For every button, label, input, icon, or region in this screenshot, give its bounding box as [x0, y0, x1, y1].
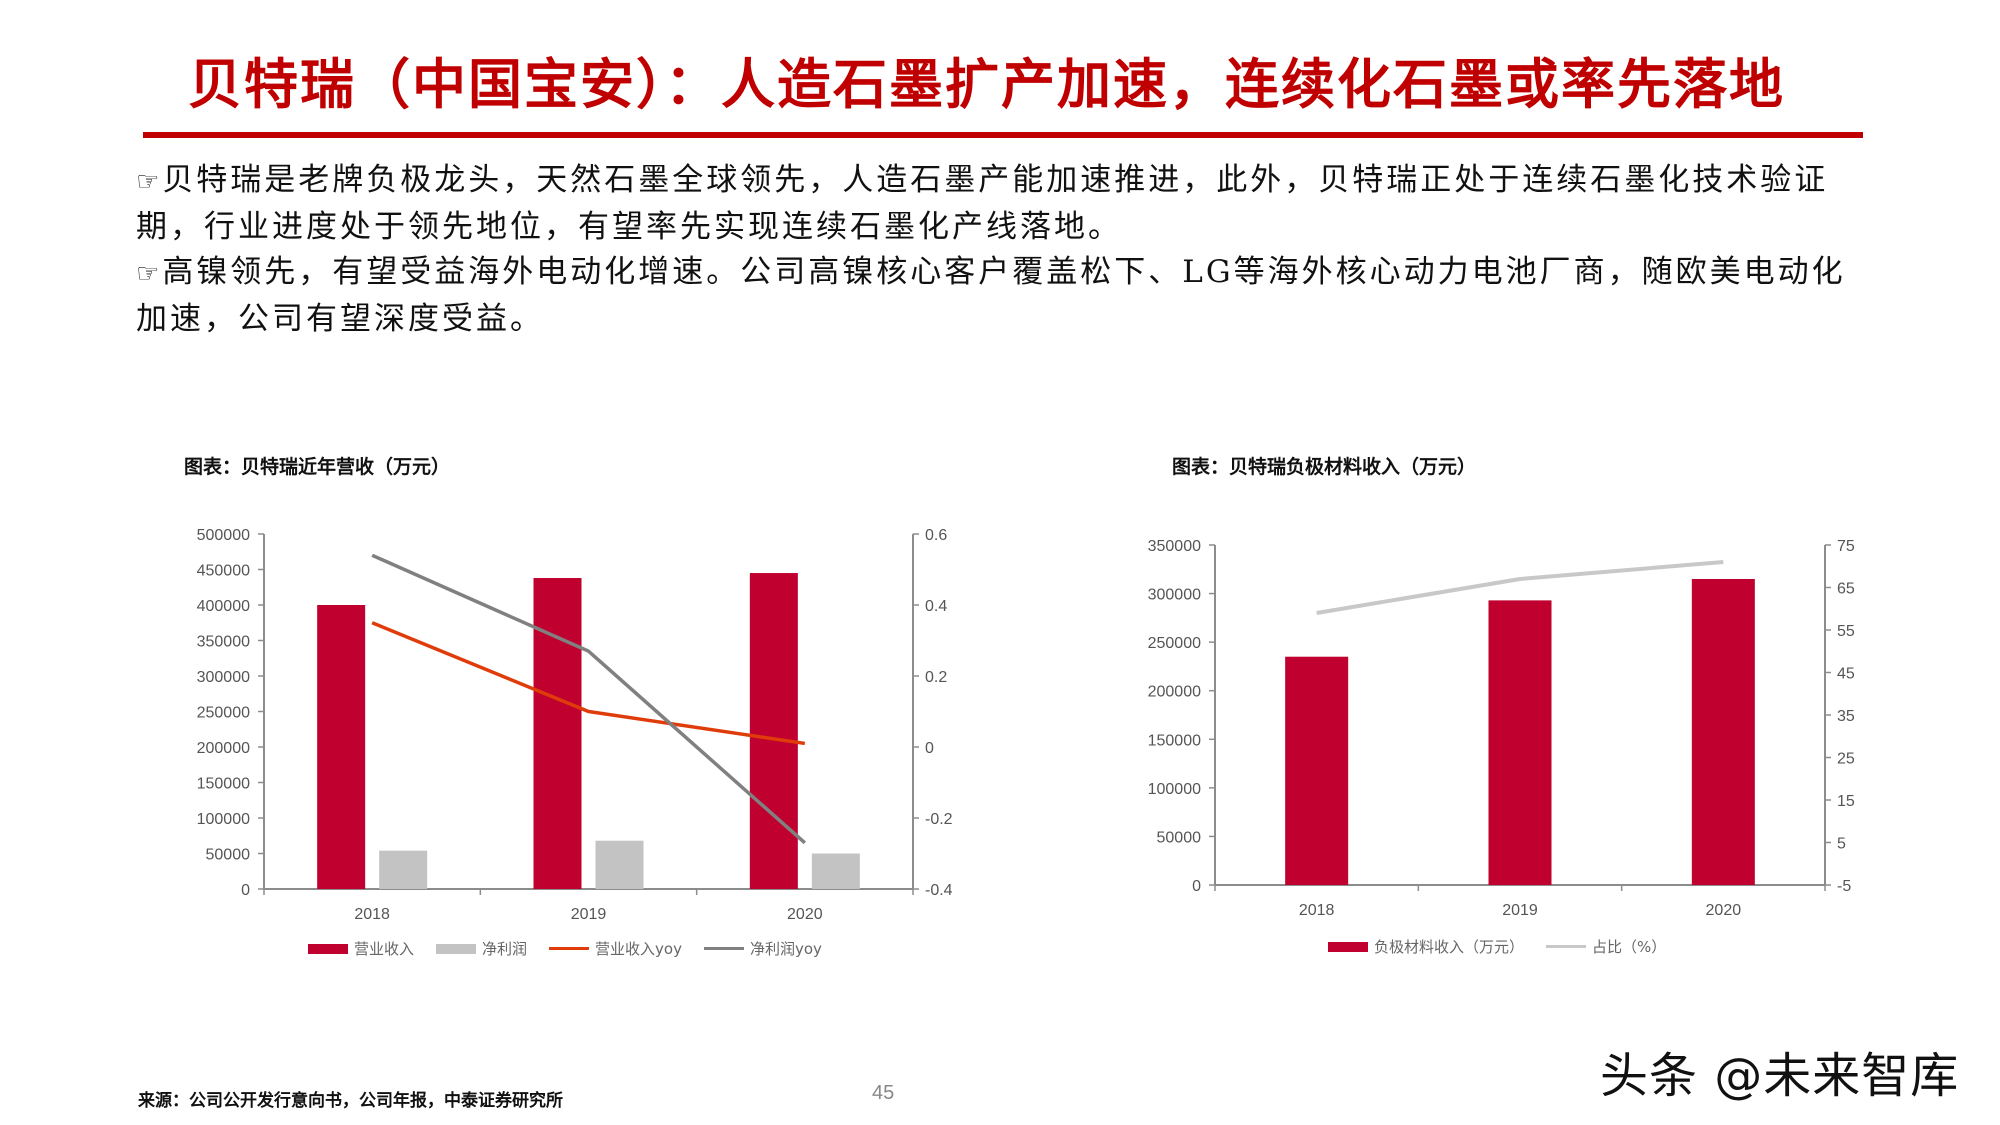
title-divider — [143, 132, 1863, 138]
svg-text:35: 35 — [1837, 708, 1855, 725]
svg-text:2020: 2020 — [787, 906, 823, 923]
svg-text:150000: 150000 — [197, 776, 250, 793]
svg-text:-0.2: -0.2 — [925, 811, 953, 828]
svg-text:0.4: 0.4 — [925, 598, 947, 615]
svg-text:0: 0 — [1192, 878, 1201, 895]
svg-text:0.6: 0.6 — [925, 527, 947, 544]
svg-text:300000: 300000 — [1148, 587, 1201, 604]
svg-text:55: 55 — [1837, 623, 1855, 640]
watermark: 头条 @未来智库 — [1600, 1048, 1960, 1104]
legend-item: 营业收入 — [308, 938, 414, 959]
source-note: 来源：公司公开发行意向书，公司年报，中泰证券研究所 — [138, 1091, 563, 1111]
legend-line-swatch — [703, 947, 744, 950]
legend-item: 净利润 — [436, 938, 527, 959]
page-title: 贝特瑞（中国宝安）：人造石墨扩产加速，连续化石墨或率先落地 — [188, 52, 1785, 116]
legend-label: 负极材料收入（万元） — [1374, 938, 1525, 956]
svg-text:400000: 400000 — [197, 598, 250, 615]
legend-line-swatch — [549, 947, 590, 950]
page-number: 45 — [872, 1082, 895, 1104]
pointing-hand-icon: ☞ — [136, 259, 163, 289]
svg-text:450000: 450000 — [197, 563, 250, 580]
svg-text:2018: 2018 — [354, 906, 390, 923]
svg-text:2018: 2018 — [1299, 902, 1335, 919]
svg-text:50000: 50000 — [1157, 829, 1202, 846]
anode-revenue-chart: 0 50000 100000 150000 200000 250000 300000 3500… — [1148, 538, 1855, 919]
legend-item: 净利润yoy — [703, 938, 822, 959]
legend-bar-swatch — [1328, 941, 1368, 952]
svg-text:150000: 150000 — [1148, 732, 1201, 749]
pointing-hand-icon: ☞ — [136, 167, 163, 197]
bullet-item: ☞贝特瑞是老牌负极龙头，天然石墨全球领先，人造石墨产能加速推进，此外，贝特瑞正处… — [136, 158, 1876, 250]
svg-text:350000: 350000 — [197, 634, 250, 651]
svg-text:2019: 2019 — [571, 906, 607, 923]
legend-item: 负极材料收入（万元） — [1328, 936, 1524, 957]
svg-text:0: 0 — [241, 882, 250, 899]
svg-text:200000: 200000 — [197, 740, 250, 757]
svg-text:250000: 250000 — [197, 705, 250, 722]
legend-line-swatch — [1546, 945, 1587, 948]
bullet-list: ☞贝特瑞是老牌负极龙头，天然石墨全球领先，人造石墨产能加速推进，此外，贝特瑞正处… — [136, 158, 1876, 342]
legend-bar-swatch — [436, 943, 477, 954]
svg-text:50000: 50000 — [206, 847, 251, 864]
revenue-chart: 0 50000 100000 150000 200000 250000 300000 3500… — [197, 527, 953, 923]
svg-text:-5: -5 — [1837, 878, 1851, 895]
legend-label: 营业收入yoy — [595, 940, 682, 958]
svg-text:2019: 2019 — [1502, 902, 1538, 919]
legend-label: 净利润 — [482, 940, 528, 958]
svg-text:45: 45 — [1837, 666, 1855, 683]
svg-text:25: 25 — [1837, 751, 1855, 768]
svg-text:65: 65 — [1837, 581, 1855, 598]
svg-text:75: 75 — [1837, 538, 1855, 555]
svg-text:350000: 350000 — [1148, 538, 1201, 555]
svg-text:100000: 100000 — [1148, 781, 1201, 798]
legend-item: 占比（%） — [1546, 936, 1666, 957]
svg-text:100000: 100000 — [197, 811, 250, 828]
chart-title-anode-revenue: 图表：贝特瑞负极材料收入（万元） — [1172, 456, 1477, 478]
svg-text:0: 0 — [925, 740, 934, 757]
legend-label: 营业收入 — [354, 940, 415, 958]
svg-text:0.2: 0.2 — [925, 669, 947, 686]
bullet-text: 高镍领先，有望受益海外电动化增速。公司高镍核心客户覆盖松下、LG等海外核心动力电… — [136, 254, 1846, 337]
chart-title-revenue: 图表：贝特瑞近年营收（万元） — [184, 456, 451, 478]
legend-label: 净利润yoy — [749, 940, 822, 958]
anode-chart-legend: 负极材料收入（万元） 占比（%） — [1328, 936, 1666, 957]
svg-text:200000: 200000 — [1148, 684, 1201, 701]
legend-item: 营业收入yoy — [549, 938, 682, 959]
svg-text:300000: 300000 — [197, 669, 250, 686]
revenue-chart-legend: 营业收入 净利润 营业收入yoy 净利润yoy — [308, 938, 822, 959]
legend-bar-swatch — [308, 943, 348, 954]
bullet-text: 贝特瑞是老牌负极龙头，天然石墨全球领先，人造石墨产能加速推进，此外，贝特瑞正处于… — [136, 162, 1829, 245]
svg-text:2020: 2020 — [1706, 902, 1742, 919]
svg-text:15: 15 — [1837, 793, 1855, 810]
svg-text:500000: 500000 — [197, 527, 250, 544]
svg-text:250000: 250000 — [1148, 635, 1201, 652]
svg-text:5: 5 — [1837, 836, 1846, 853]
bullet-item: ☞高镍领先，有望受益海外电动化增速。公司高镍核心客户覆盖松下、LG等海外核心动力… — [136, 250, 1876, 342]
svg-text:-0.4: -0.4 — [925, 882, 953, 899]
legend-label: 占比（%） — [1592, 938, 1667, 956]
